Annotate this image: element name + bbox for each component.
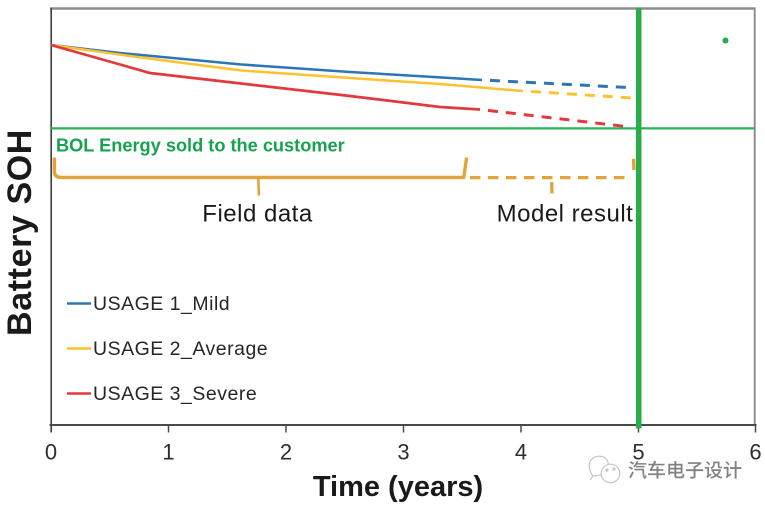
svg-text:Battery SOH: Battery SOH (1, 129, 39, 336)
svg-text:USAGE 1_Mild: USAGE 1_Mild (93, 293, 230, 315)
svg-text:Model result: Model result (497, 201, 634, 228)
svg-text:6: 6 (749, 440, 761, 465)
svg-text:Time (years): Time (years) (313, 471, 483, 503)
svg-text:BOL Energy sold to the custome: BOL Energy sold to the customer (56, 136, 345, 156)
svg-text:4: 4 (515, 440, 527, 465)
svg-text:USAGE 2_Average: USAGE 2_Average (93, 338, 268, 360)
svg-text:USAGE 3_Severe: USAGE 3_Severe (93, 383, 257, 405)
svg-text:Field data: Field data (202, 201, 313, 228)
svg-text:5: 5 (632, 440, 644, 465)
svg-text:3: 3 (397, 440, 409, 465)
svg-text:2: 2 (280, 440, 292, 465)
svg-text:1: 1 (162, 440, 174, 465)
svg-text:0: 0 (45, 440, 57, 465)
